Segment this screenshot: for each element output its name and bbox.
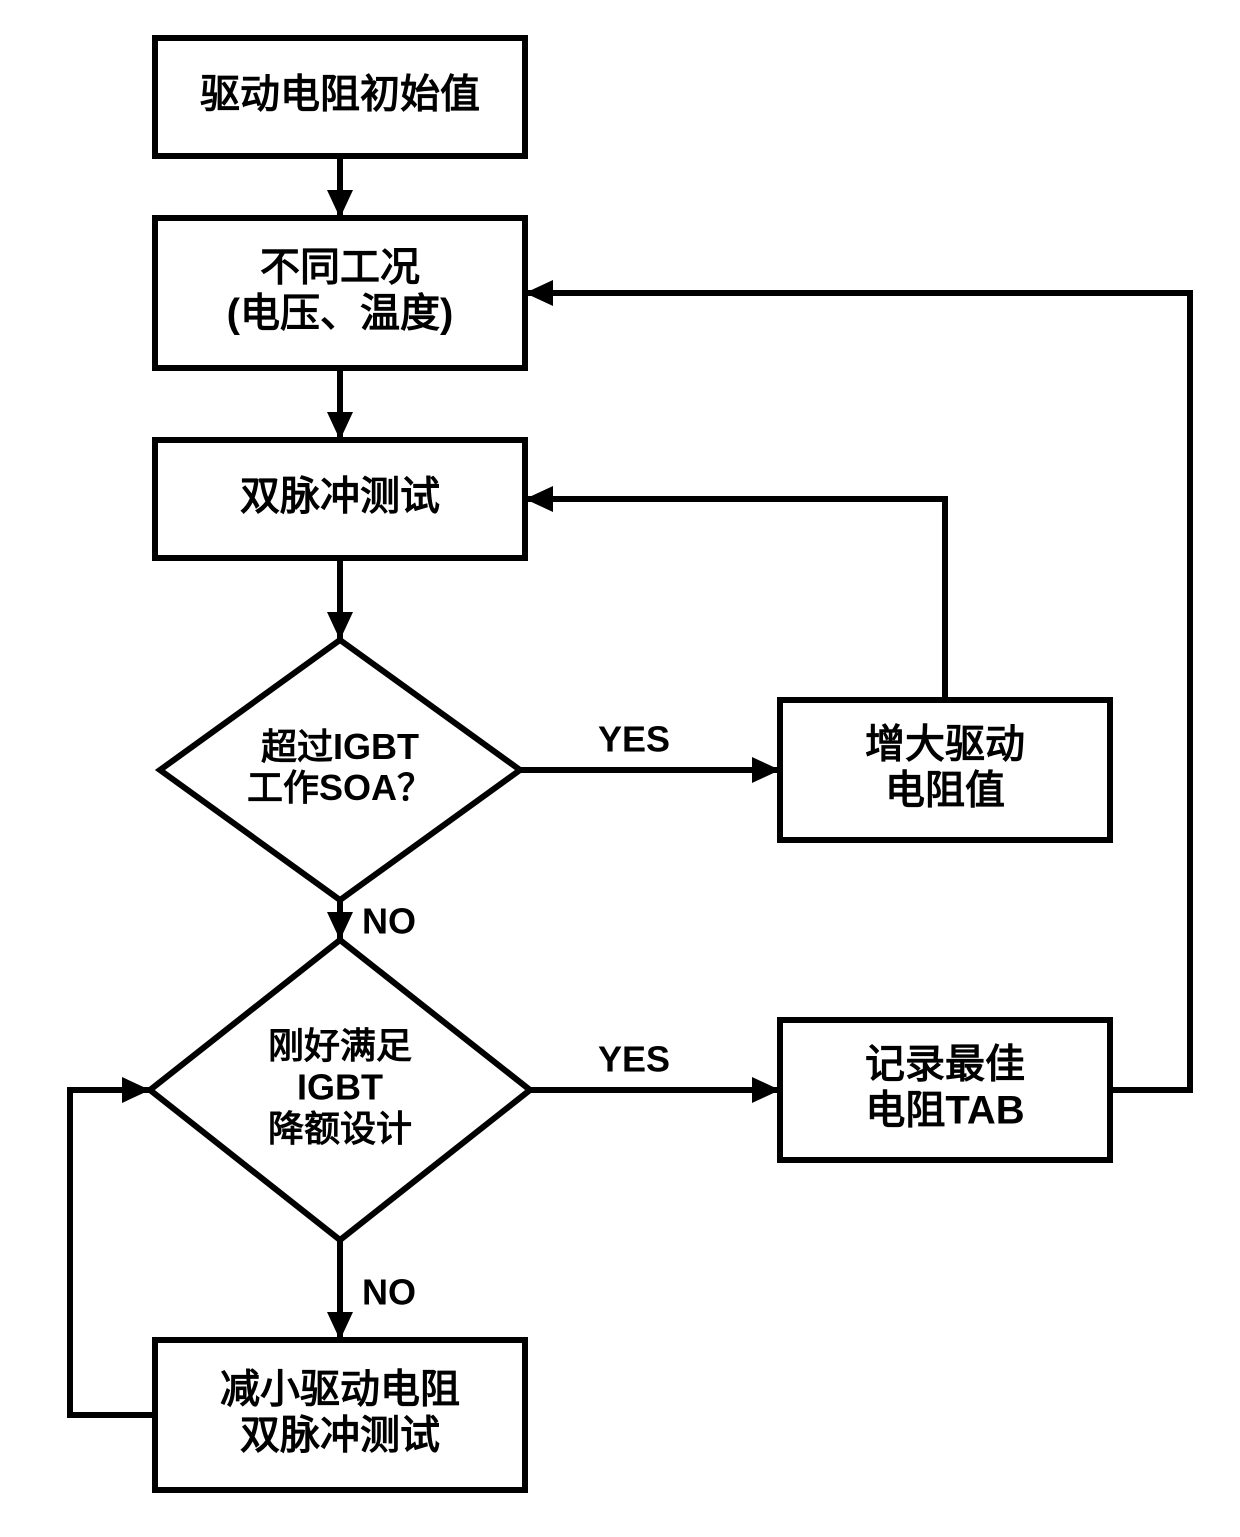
node-d1-line-0: 超过IGBT [261,726,419,767]
edge-n6-d2 [70,1090,155,1415]
node-n1-line-0: 驱动电阻初始值 [200,73,480,117]
node-d1-line-1: 工作SOA？ [247,767,433,808]
edge-label-d1-n4: YES [598,719,670,760]
edge-label-d2-n6: NO [362,1272,416,1313]
node-n6-line-1: 双脉冲测试 [240,1414,440,1458]
edge-n5-n2 [525,293,1190,1090]
node-n4: 增大驱动电阻值 [780,700,1110,840]
node-n4-line-0: 增大驱动 [865,723,1025,767]
flowchart-canvas: YESNOYESNO驱动电阻初始值不同工况(电压、温度)双脉冲测试超过IGBT工… [0,0,1240,1537]
node-n3-line-0: 双脉冲测试 [240,475,440,519]
edge-n4-n3 [525,499,945,700]
node-n6-line-0: 减小驱动电阻 [220,1368,460,1412]
node-n2-line-1: (电压、温度) [227,292,454,336]
node-d2-line-1: IGBT [297,1067,383,1108]
node-n2-line-0: 不同工况 [260,246,420,290]
node-d2-line-0: 刚好满足 [268,1025,412,1066]
node-n2: 不同工况(电压、温度) [155,218,525,368]
edge-label-d1-d2: NO [362,901,416,942]
nodes-layer: 驱动电阻初始值不同工况(电压、温度)双脉冲测试超过IGBT工作SOA？增大驱动电… [150,38,1110,1490]
node-d2-line-2: 降额设计 [268,1108,412,1149]
node-n3: 双脉冲测试 [155,440,525,558]
node-d1: 超过IGBT工作SOA？ [160,640,520,900]
node-d2: 刚好满足IGBT降额设计 [150,940,530,1240]
node-n5-line-0: 记录最佳 [865,1043,1025,1087]
node-n5: 记录最佳电阻TAB [780,1020,1110,1160]
node-n5-line-1: 电阻TAB [865,1089,1024,1133]
node-n1: 驱动电阻初始值 [155,38,525,156]
node-n4-line-1: 电阻值 [885,769,1005,813]
node-n6: 减小驱动电阻双脉冲测试 [155,1340,525,1490]
edge-label-d2-n5: YES [598,1039,670,1080]
